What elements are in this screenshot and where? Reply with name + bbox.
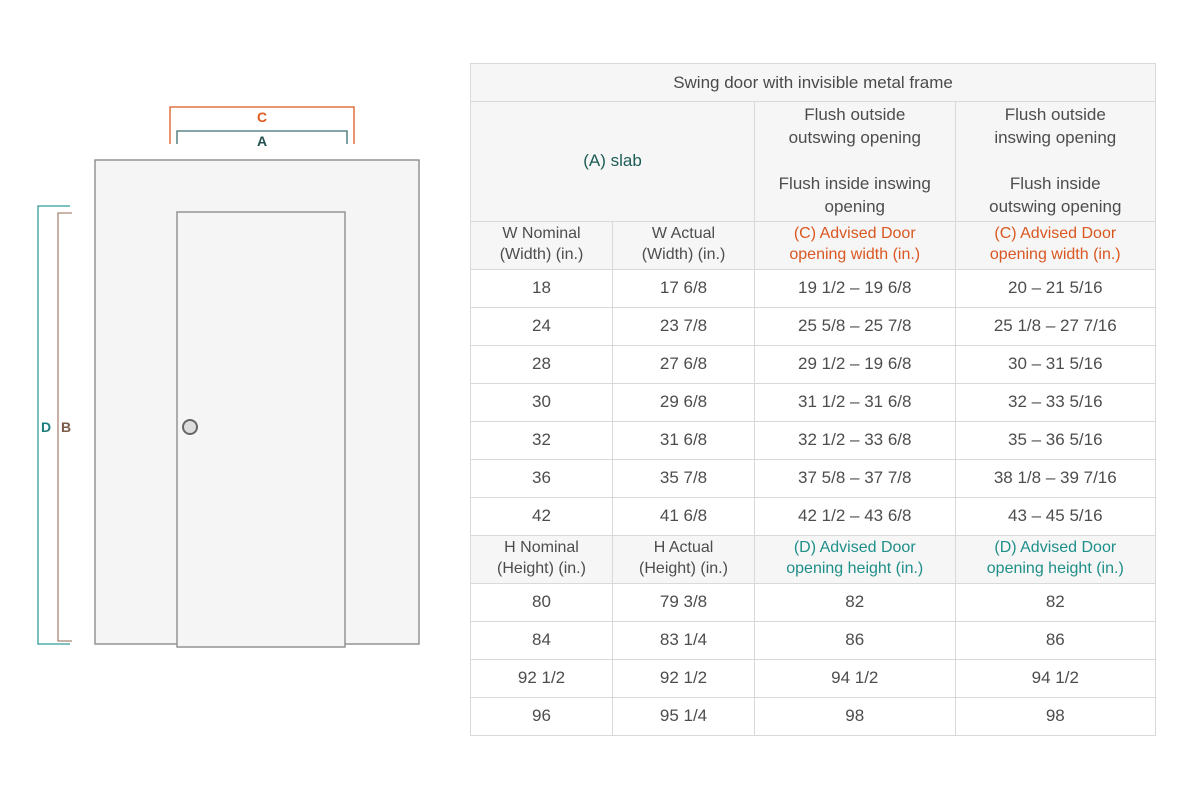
svg-text:B: B	[61, 419, 71, 435]
svg-text:C: C	[257, 109, 267, 125]
svg-text:A: A	[257, 133, 267, 149]
svg-text:D: D	[41, 419, 51, 435]
